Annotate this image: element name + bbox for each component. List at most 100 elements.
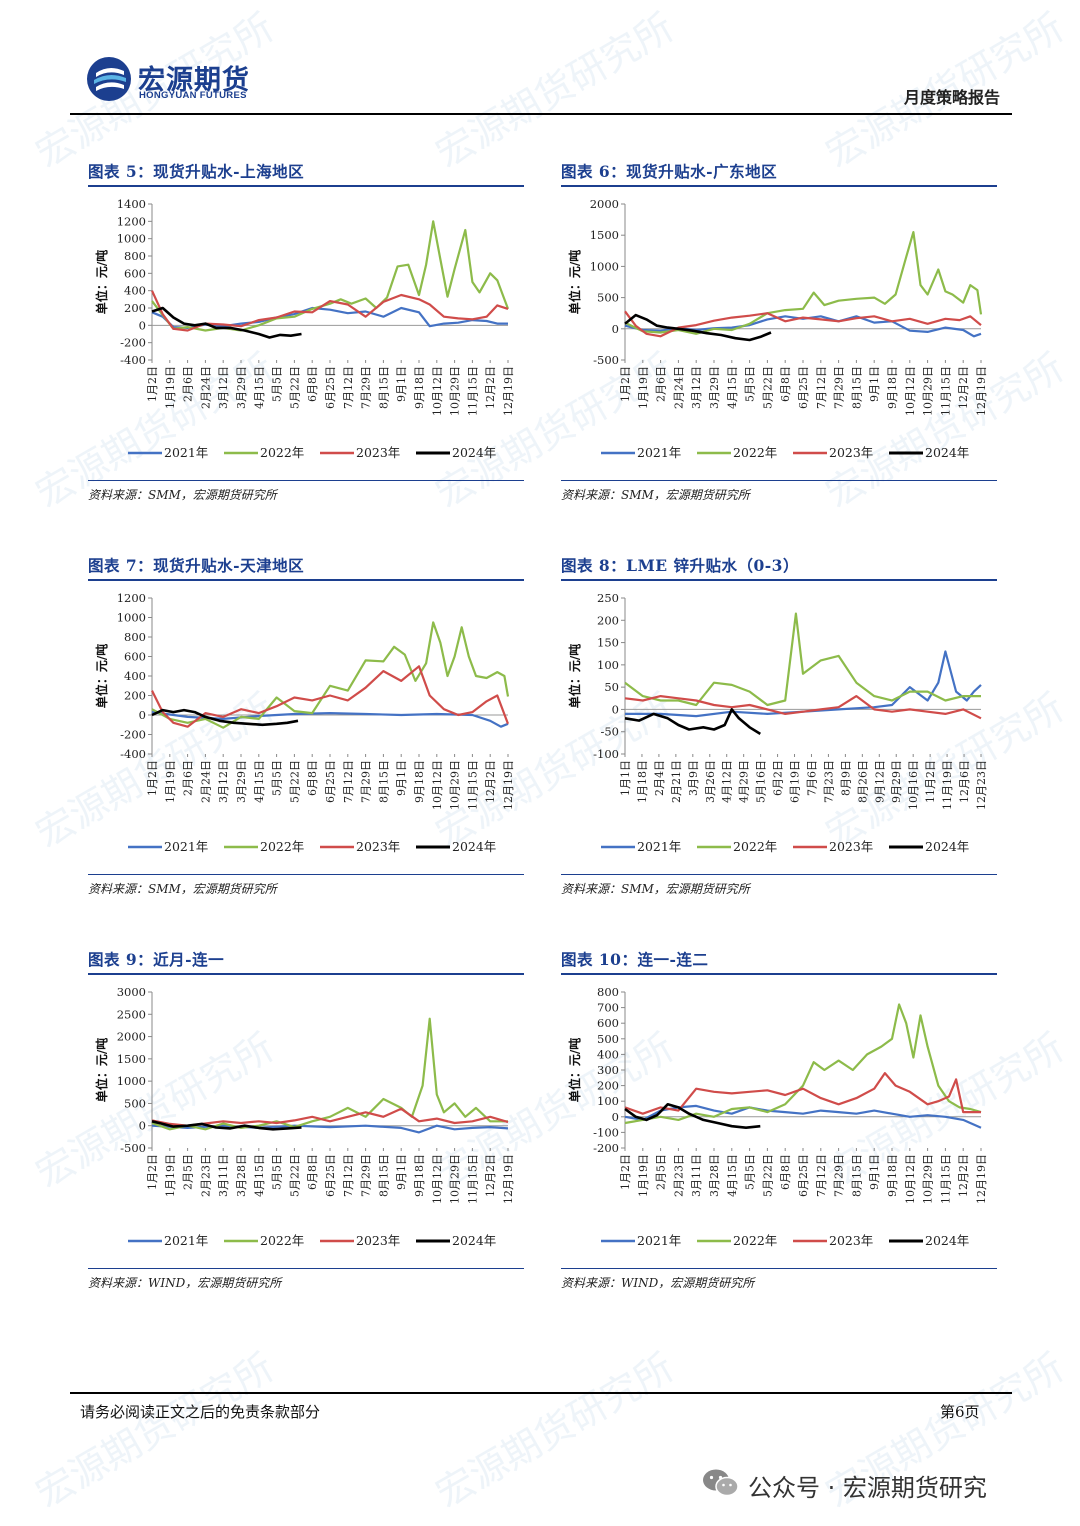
series-line-2021 bbox=[151, 711, 509, 728]
y-tick-label: 600 bbox=[124, 650, 146, 664]
source-divider bbox=[88, 874, 524, 875]
x-tick-label: 7月12日 bbox=[342, 1154, 355, 1197]
y-tick-label: 800 bbox=[124, 249, 146, 263]
legend-label: 2023年 bbox=[829, 445, 873, 460]
x-tick-label: 3月29日 bbox=[235, 760, 248, 803]
series-line-2021 bbox=[624, 1104, 982, 1129]
watermark: 宏源期货研究所 bbox=[428, 1344, 681, 1517]
logo-text: 宏源期货 bbox=[138, 65, 250, 96]
x-tick-label: 1月19日 bbox=[164, 760, 177, 803]
x-tick-label: 10月29日 bbox=[449, 1154, 462, 1204]
x-tick-label: 10月16日 bbox=[907, 760, 920, 810]
y-axis-label: 单位：元/吨 bbox=[567, 250, 582, 314]
y-tick-label: 300 bbox=[597, 1063, 619, 1077]
y-tick-label: 1200 bbox=[117, 214, 146, 228]
wechat-label: 公众号 · 宏源期货研究 bbox=[748, 1474, 987, 1502]
x-tick-label: 2月24日 bbox=[672, 366, 685, 409]
x-tick-label: 6月8日 bbox=[779, 366, 792, 402]
page-number: 第6页 bbox=[940, 1403, 980, 1421]
chart-title: 图表 9：近月-连一 bbox=[88, 950, 225, 969]
x-tick-label: 7月29日 bbox=[360, 760, 373, 803]
x-tick-label: 6月2日 bbox=[772, 760, 785, 796]
x-tick-label: 1月1日 bbox=[619, 760, 632, 796]
x-tick-label: 6月25日 bbox=[797, 1154, 810, 1197]
x-tick-label: 5月5日 bbox=[271, 760, 284, 796]
x-tick-label: 7月12日 bbox=[342, 366, 355, 409]
y-tick-label: 1500 bbox=[117, 1052, 146, 1066]
x-tick-label: 5月22日 bbox=[761, 366, 774, 409]
x-tick-label: 4月15日 bbox=[253, 366, 266, 409]
chart-8: -100 -50 0 50 100 150 200 250 单位：元/吨 1月1日 1月18日 2月4… bbox=[567, 591, 988, 854]
x-tick-label: 11月15日 bbox=[939, 1154, 952, 1204]
x-tick-label: 10月29日 bbox=[449, 366, 462, 416]
y-axis-label: 单位：元/吨 bbox=[94, 250, 109, 314]
x-tick-label: 5月22日 bbox=[288, 760, 301, 803]
series-line-2024 bbox=[624, 313, 772, 342]
legend-label: 2023年 bbox=[356, 445, 400, 460]
source-divider bbox=[561, 1268, 997, 1269]
y-axis-label: 单位：元/吨 bbox=[94, 644, 109, 708]
y-tick-label: -400 bbox=[120, 353, 146, 367]
x-tick-label: 8月15日 bbox=[377, 760, 390, 803]
chart-source: 资料来源：SMM，宏源期货研究所 bbox=[88, 882, 277, 896]
x-tick-label: 3月11日 bbox=[217, 1154, 230, 1197]
chart-title: 图表 8：LME 锌升贴水（0-3） bbox=[561, 556, 799, 575]
x-tick-label: 8月15日 bbox=[850, 1154, 863, 1197]
source-divider bbox=[561, 480, 997, 481]
x-tick-label: 3月28日 bbox=[708, 1154, 721, 1197]
chart-panel-5: 图表 5：现货升贴水-上海地区 -400 -200 0 200 400 600 800 100… bbox=[88, 160, 524, 510]
x-tick-label: 12月2日 bbox=[957, 366, 970, 409]
x-tick-label: 6月19日 bbox=[789, 760, 802, 803]
x-tick-label: 9月1日 bbox=[868, 366, 881, 402]
x-tick-label: 6月8日 bbox=[306, 760, 319, 796]
chart-source: 资料来源：WIND，宏源期货研究所 bbox=[561, 1276, 755, 1290]
x-tick-label: 2月6日 bbox=[182, 366, 195, 402]
y-tick-label: 500 bbox=[597, 1032, 619, 1046]
legend-label: 2022年 bbox=[733, 1233, 777, 1248]
x-tick-label: 12月6日 bbox=[958, 760, 971, 803]
y-tick-label: 1000 bbox=[590, 259, 619, 273]
x-tick-label: 3月12日 bbox=[690, 366, 703, 409]
x-tick-label: 4月29日 bbox=[738, 760, 751, 803]
x-tick-label: 5月22日 bbox=[288, 366, 301, 409]
chart-6: -500 0 500 1000 1500 2000 单位：元/吨 1月2日 1月19日 2月6日 2… bbox=[567, 197, 988, 460]
x-tick-label: 10月29日 bbox=[922, 366, 935, 416]
x-tick-label: 9月1日 bbox=[868, 1154, 881, 1190]
disclaimer-note: 请务必阅读正文之后的免责条款部分 bbox=[80, 1403, 321, 1421]
x-tick-label: 6月25日 bbox=[324, 760, 337, 803]
x-tick-label: 1月2日 bbox=[146, 760, 159, 796]
x-tick-label: 11月15日 bbox=[466, 366, 479, 416]
x-tick-label: 1月2日 bbox=[146, 1154, 159, 1190]
y-tick-label: 0 bbox=[139, 318, 146, 332]
y-tick-label: 250 bbox=[597, 591, 619, 605]
x-tick-label: 1月2日 bbox=[146, 366, 159, 402]
x-tick-label: 1月19日 bbox=[637, 1154, 650, 1197]
x-tick-label: 12月19日 bbox=[975, 1154, 988, 1204]
chart-panel-10: 图表 10：连一-连二 -200 -100 0 100 200 300 400 500 600 7… bbox=[561, 948, 997, 1298]
y-tick-label: 0 bbox=[139, 1119, 146, 1133]
report-type: 月度策略报告 bbox=[903, 88, 1000, 107]
series-line-2023 bbox=[624, 1072, 981, 1115]
y-tick-label: -500 bbox=[120, 1141, 146, 1155]
y-tick-label: 1000 bbox=[117, 611, 146, 625]
x-tick-label: 7月29日 bbox=[833, 1154, 846, 1197]
x-tick-label: 1月19日 bbox=[164, 1154, 177, 1197]
y-tick-label: 2000 bbox=[590, 197, 619, 211]
series-line-2023 bbox=[624, 695, 982, 720]
chart-9: -500 0 500 1000 1500 2000 2500 3000 单位：元/吨 1月2日 1月… bbox=[94, 985, 515, 1248]
x-tick-label: 11月15日 bbox=[466, 760, 479, 810]
chart-title: 图表 6：现货升贴水-广东地区 bbox=[561, 162, 778, 181]
x-tick-label: 12月23日 bbox=[975, 760, 988, 810]
source-divider bbox=[561, 874, 997, 875]
x-tick-label: 9月18日 bbox=[413, 366, 426, 409]
x-tick-label: 6月25日 bbox=[797, 366, 810, 409]
title-divider bbox=[88, 973, 524, 975]
x-tick-label: 5月5日 bbox=[744, 1154, 757, 1190]
x-tick-label: 8月26日 bbox=[856, 760, 869, 803]
x-tick-label: 7月6日 bbox=[805, 760, 818, 796]
x-tick-label: 9月18日 bbox=[413, 1154, 426, 1197]
legend-label: 2024年 bbox=[452, 1233, 496, 1248]
x-tick-label: 10月29日 bbox=[922, 1154, 935, 1204]
x-tick-label: 2月21日 bbox=[670, 760, 683, 803]
